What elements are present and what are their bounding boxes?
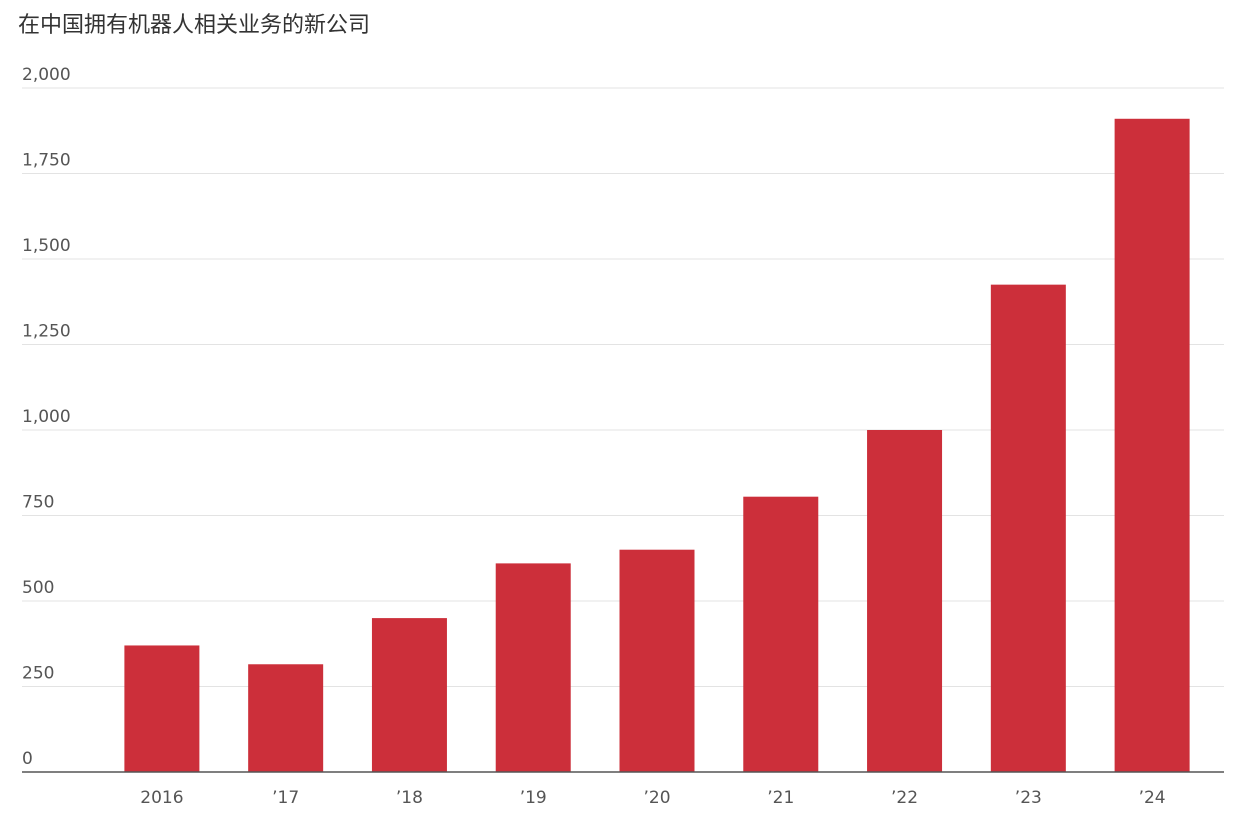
bar	[495, 563, 571, 772]
x-tick-label: ’24	[1139, 788, 1166, 808]
x-tick-label: ’21	[767, 788, 794, 808]
y-tick-label: 1,750	[22, 151, 71, 171]
y-tick-label: 500	[22, 578, 54, 598]
x-tick-label: ’23	[1015, 788, 1042, 808]
x-tick-label: ’18	[396, 788, 423, 808]
bar	[743, 496, 819, 772]
y-tick-label: 1,000	[22, 407, 71, 427]
x-tick-label: 2016	[140, 788, 183, 808]
bar	[619, 549, 695, 772]
bar	[248, 664, 324, 772]
y-tick-label: 1,250	[22, 322, 71, 342]
bar	[990, 284, 1066, 772]
y-tick-label: 0	[22, 749, 33, 769]
chart-title: 在中国拥有机器人相关业务的新公司	[18, 13, 370, 38]
x-tick-label: ’20	[643, 788, 670, 808]
y-tick-label: 1,500	[22, 236, 71, 256]
bar	[867, 430, 943, 772]
y-tick-label: 750	[22, 493, 54, 513]
y-tick-label: 2,000	[22, 65, 71, 85]
bar	[124, 645, 200, 772]
x-tick-label: ’17	[272, 788, 299, 808]
y-tick-label: 250	[22, 664, 54, 684]
bar	[371, 618, 447, 772]
x-tick-label: ’19	[520, 788, 547, 808]
bar	[1114, 118, 1190, 772]
x-tick-label: ’22	[891, 788, 918, 808]
